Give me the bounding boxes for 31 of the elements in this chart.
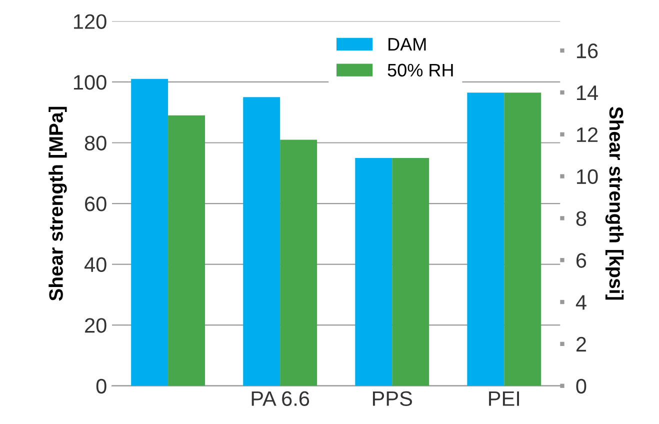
y2-tick-label: 14 [577,86,598,100]
bar [168,115,206,386]
y-tick-label: 20 [85,318,106,333]
bar [355,158,392,386]
bar [280,140,318,386]
y2-tick-label: 6 [576,253,586,268]
y-tick-label: 0 [96,378,106,394]
y-tick-label: 100 [74,74,106,90]
bar [243,97,280,386]
y-tick-label: 60 [85,196,106,212]
y2-tick-label: 0 [576,378,586,394]
y2-tick-label: 4 [576,295,586,310]
y2-tick-label: 2 [576,336,586,352]
y-axis-title: Shear strength [MPa] [48,106,67,301]
y-tick-label: 80 [84,136,106,150]
y2-tick-label: 8 [576,211,586,226]
x-tick-label: PPS [372,391,412,406]
bar [392,158,430,386]
x-tick-label: PEI [489,391,520,406]
bar [131,78,168,386]
y-tick-label: 40 [84,257,106,272]
x-tick-label: PA 6.6 [252,391,310,406]
legend-label: 50% RH [388,64,453,77]
y2-tick-label: 16 [577,44,598,58]
y2-tick-label: 10 [577,169,598,184]
y2-axis-title: Shear strength [kpsi] [605,106,624,300]
bar [467,92,504,386]
legend-label: DAM [388,38,426,51]
bar [504,92,542,386]
y-tick-label: 120 [74,14,106,29]
y2-tick-label: 12 [577,127,598,142]
